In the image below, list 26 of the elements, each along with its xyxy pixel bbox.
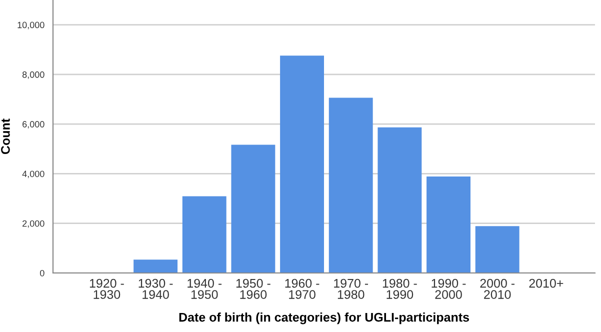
y-axis-title: Count	[1, 118, 10, 154]
y-tick-label: 0	[40, 270, 44, 276]
bar	[328, 98, 373, 273]
x-tick-label: 1930 - 1940	[138, 278, 173, 299]
x-tick-label: 1980 - 1990	[382, 278, 417, 299]
y-tick-label: 4,000	[22, 170, 44, 178]
x-tick-label: 1970 - 1980	[334, 278, 368, 299]
bar	[182, 196, 226, 273]
x-tick-label: 1940 - 1950	[188, 278, 222, 299]
bar	[231, 144, 276, 273]
y-tick-label: 6,000	[22, 121, 44, 129]
x-tick-label: 1950 - 1960	[236, 278, 270, 299]
bar	[475, 226, 520, 273]
x-tick-label: 1960 - 1970	[285, 278, 320, 299]
bar	[280, 56, 324, 273]
x-tick-label: 2000 - 2010	[480, 278, 515, 299]
y-tick-label: 8,000	[22, 71, 44, 79]
bar	[378, 127, 422, 273]
bar	[426, 176, 470, 273]
y-tick-label: 2,000	[22, 220, 44, 228]
bar	[134, 260, 178, 273]
x-tick-label: 1990 - 2000	[432, 278, 466, 299]
x-tick-label: 1920 - 1930	[90, 278, 124, 299]
y-tick-label: 10,000	[18, 22, 44, 30]
x-axis-title: Date of birth (in categories) for UGLI-participants	[179, 312, 469, 324]
x-tick-label: 2010+	[529, 278, 564, 288]
